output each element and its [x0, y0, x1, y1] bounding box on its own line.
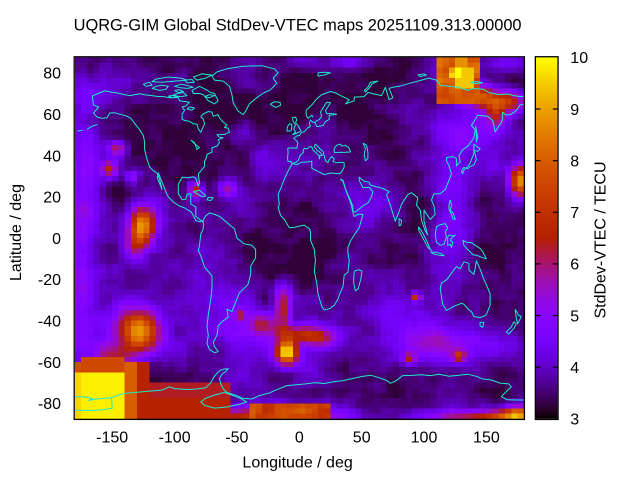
svg-text:5: 5 [570, 308, 579, 325]
svg-text:-150: -150 [96, 430, 128, 447]
svg-text:9: 9 [570, 102, 579, 119]
svg-text:100: 100 [411, 430, 438, 447]
svg-text:-60: -60 [38, 355, 61, 372]
svg-text:7: 7 [570, 205, 579, 222]
svg-text:0: 0 [295, 430, 304, 447]
svg-text:40: 40 [43, 148, 61, 165]
svg-text:UQRG-GIM Global StdDev-VTEC ma: UQRG-GIM Global StdDev-VTEC maps 2025110… [74, 17, 522, 35]
svg-text:3: 3 [570, 412, 579, 429]
svg-text:80: 80 [43, 66, 61, 83]
svg-text:-100: -100 [159, 430, 191, 447]
svg-text:20: 20 [43, 190, 61, 207]
svg-text:-50: -50 [225, 430, 248, 447]
svg-text:0: 0 [52, 231, 61, 248]
svg-text:60: 60 [43, 107, 61, 124]
svg-text:-40: -40 [38, 314, 61, 331]
svg-text:50: 50 [353, 430, 371, 447]
svg-text:Longitude / deg: Longitude / deg [242, 455, 352, 472]
svg-text:StdDev-VTEC / TECU: StdDev-VTEC / TECU [593, 161, 610, 318]
svg-text:Latitude / deg: Latitude / deg [8, 184, 25, 281]
svg-text:10: 10 [570, 50, 588, 67]
svg-text:6: 6 [570, 257, 579, 274]
svg-text:150: 150 [473, 430, 500, 447]
svg-text:-80: -80 [38, 396, 61, 413]
svg-text:8: 8 [570, 154, 579, 171]
svg-text:4: 4 [570, 360, 579, 377]
svg-text:-20: -20 [38, 272, 61, 289]
